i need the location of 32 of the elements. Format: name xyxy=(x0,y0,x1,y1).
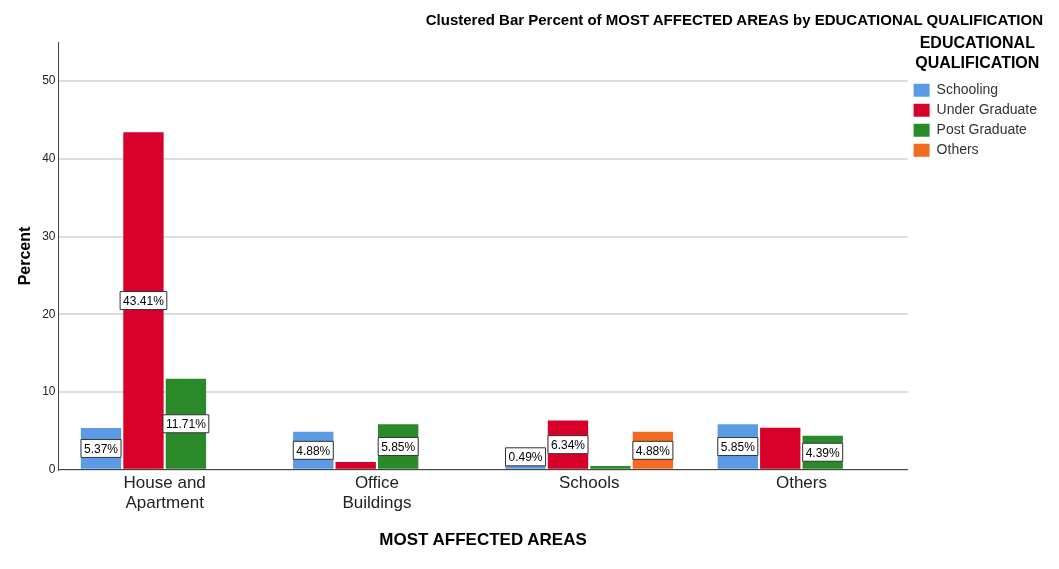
y-axis-title: Percent xyxy=(16,225,34,286)
x-tick-label: Others xyxy=(775,472,827,492)
x-tick-label: Office Buildings xyxy=(342,472,412,513)
bar xyxy=(505,465,546,469)
data-label: 5.85% xyxy=(720,439,756,454)
data-label: 4.39% xyxy=(805,445,841,460)
x-tick-label: House and Apartment xyxy=(123,472,206,513)
data-label: 11.71% xyxy=(166,417,207,432)
data-label: 5.85% xyxy=(381,439,416,454)
y-tick-label: 0 xyxy=(48,462,56,477)
chart-title: Clustered Bar Percent of MOST AFFECTED AREAS by EDUCATIONAL QUALIFICATION xyxy=(424,10,1044,30)
y-tick-label: 50 xyxy=(42,73,56,88)
y-tick-label: 40 xyxy=(42,151,56,166)
data-label: 5.37% xyxy=(83,441,119,456)
bar xyxy=(335,462,376,469)
legend-label: Others xyxy=(936,141,979,158)
legend-label: Post Graduate xyxy=(936,121,1028,138)
legend-label: Under Graduate xyxy=(936,101,1038,118)
bar xyxy=(590,465,631,469)
data-label: 43.41% xyxy=(123,293,165,308)
data-label: 4.88% xyxy=(635,443,671,458)
legend-title: EDUCATIONAL QUALIFICATION xyxy=(915,34,1040,71)
x-tick-label: Schools xyxy=(558,472,620,492)
legend-label: Schooling xyxy=(936,81,999,98)
bar xyxy=(760,427,801,469)
data-label: 0.49% xyxy=(508,450,543,465)
y-tick-label: 20 xyxy=(42,306,56,321)
data-label: 4.88% xyxy=(296,443,331,458)
data-label: 6.34% xyxy=(550,437,586,452)
y-tick-label: 30 xyxy=(42,228,56,243)
x-axis-title: MOST AFFECTED AREAS xyxy=(379,530,587,550)
y-tick-label: 10 xyxy=(42,384,56,399)
